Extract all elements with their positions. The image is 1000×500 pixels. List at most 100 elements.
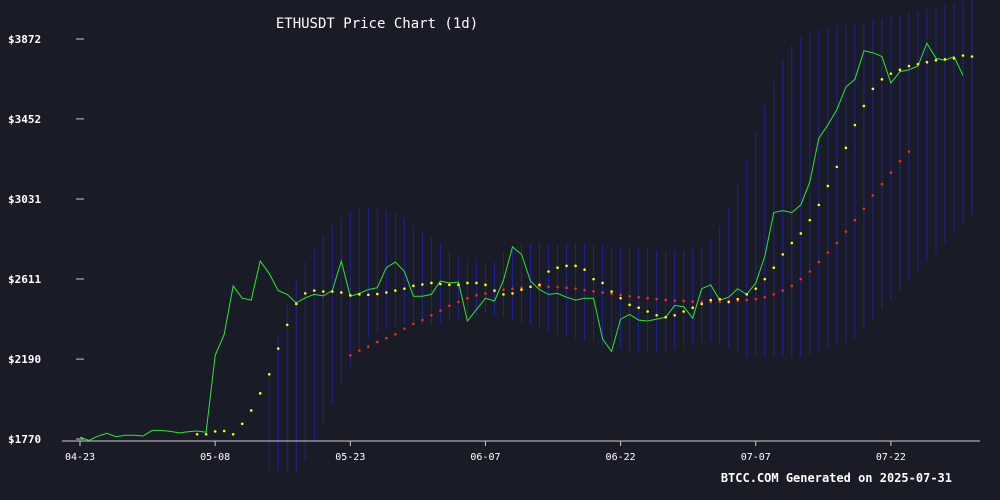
- x-tick-label: 04-23: [65, 452, 95, 463]
- long-ma-point: [376, 340, 379, 344]
- long-ma-point: [862, 207, 866, 211]
- long-ma-point: [646, 296, 649, 300]
- long-ma-point: [700, 300, 703, 304]
- long-ma-point: [520, 286, 523, 290]
- long-ma-point: [430, 314, 433, 317]
- short-ma-point: [258, 392, 262, 395]
- axes: $3872 $3452 $3031 $2611 $2190 $1770 04-23 05-08…: [8, 33, 980, 463]
- short-ma-point: [808, 218, 812, 222]
- short-ma-point: [619, 296, 622, 300]
- long-ma-point: [421, 318, 424, 322]
- long-ma-point: [673, 299, 676, 302]
- short-ma-point: [321, 290, 325, 293]
- short-ma-point: [529, 285, 532, 289]
- short-ma-point: [403, 287, 406, 290]
- long-ma-point: [610, 292, 613, 296]
- short-ma-point: [880, 78, 884, 81]
- short-ma-point: [817, 203, 821, 207]
- long-ma-point: [592, 290, 595, 293]
- long-ma-point: [808, 270, 812, 273]
- short-ma-point: [601, 281, 604, 285]
- short-ma-point: [574, 264, 577, 268]
- long-ma-point: [817, 260, 821, 264]
- price-line-series: [79, 42, 964, 442]
- short-ma-point: [826, 184, 830, 188]
- long-ma-point: [448, 304, 451, 308]
- short-ma-point: [610, 290, 613, 293]
- short-ma-point: [772, 266, 776, 270]
- x-tick-label: 07-22: [876, 452, 906, 463]
- long-ma-point: [565, 286, 568, 290]
- short-ma-point: [592, 277, 595, 281]
- volatility-band: [268, 0, 973, 472]
- short-ma-point: [204, 432, 208, 436]
- short-ma-point: [916, 62, 920, 66]
- long-ma-point: [853, 218, 857, 222]
- long-ma-point: [907, 150, 911, 153]
- long-ma-point: [718, 300, 722, 303]
- short-ma-point: [231, 432, 235, 436]
- long-ma-point: [682, 299, 685, 303]
- short-ma-point: [970, 55, 974, 58]
- short-ma-point: [853, 123, 857, 127]
- y-tick-label: $3452: [8, 113, 41, 126]
- long-ma-point: [799, 277, 803, 281]
- long-ma-point: [835, 241, 839, 245]
- long-ma-point: [637, 295, 640, 299]
- short-ma-point: [934, 59, 938, 62]
- short-ma-point: [475, 281, 478, 285]
- long-ma-point: [349, 353, 352, 357]
- long-ma-point: [754, 297, 758, 301]
- chart-footer: BTCC.COM Generated on 2025-07-31: [721, 471, 952, 485]
- long-ma-point: [763, 295, 767, 299]
- short-ma-point: [520, 288, 523, 291]
- short-ma-point: [330, 290, 334, 293]
- long-ma-point: [826, 251, 830, 254]
- long-ma-point: [403, 327, 406, 330]
- long-ma-point: [601, 291, 604, 294]
- short-ma-point: [862, 104, 866, 108]
- long-ma-point: [871, 194, 875, 197]
- short-ma-point: [276, 347, 280, 350]
- short-ma-point: [439, 282, 442, 286]
- short-ma-point: [195, 432, 199, 436]
- short-ma-point: [898, 68, 902, 72]
- short-ma-point: [412, 284, 415, 288]
- short-ma-point: [952, 57, 956, 60]
- long-ma-point: [889, 171, 893, 174]
- short-ma-point: [565, 264, 568, 268]
- long-ma-point: [574, 287, 577, 290]
- short-ma-point: [457, 283, 460, 287]
- short-ma-point: [790, 241, 794, 245]
- short-ma-point: [925, 60, 929, 64]
- short-moving-average-series: [195, 54, 974, 436]
- short-ma-point: [267, 372, 271, 376]
- x-tick-label: 06-07: [470, 452, 500, 463]
- short-ma-point: [709, 298, 713, 302]
- short-ma-point: [799, 232, 803, 235]
- short-ma-point: [718, 297, 722, 301]
- y-tick-label: $1770: [8, 433, 41, 446]
- short-ma-point: [556, 266, 559, 270]
- short-ma-point: [682, 310, 685, 313]
- long-ma-point: [655, 297, 658, 301]
- short-ma-point: [646, 310, 649, 313]
- short-ma-point: [285, 323, 289, 327]
- long-ma-point: [772, 293, 776, 296]
- short-ma-point: [421, 283, 424, 286]
- y-tick-label: $3872: [8, 33, 41, 46]
- y-tick-label: $3031: [8, 193, 41, 206]
- x-tick-label: 07-07: [741, 452, 771, 463]
- short-ma-point: [871, 87, 875, 91]
- long-ma-point: [358, 349, 361, 352]
- short-ma-point: [745, 293, 749, 296]
- short-ma-point: [312, 289, 316, 292]
- short-ma-point: [538, 283, 541, 287]
- short-ma-point: [493, 289, 496, 292]
- short-ma-point: [294, 302, 298, 306]
- short-ma-point: [448, 283, 451, 287]
- long-ma-point: [628, 294, 631, 298]
- long-ma-point: [709, 300, 713, 304]
